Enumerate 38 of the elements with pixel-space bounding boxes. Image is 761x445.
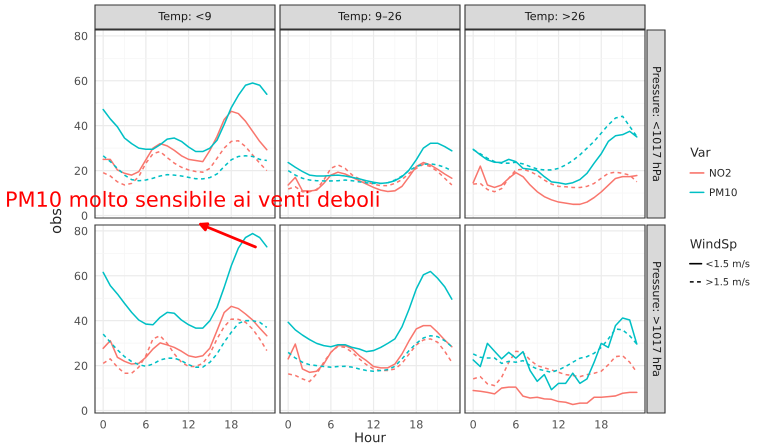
x-tick-label: 0	[470, 420, 476, 429]
legend-title: Var	[690, 148, 711, 157]
y-tick-label: 0	[82, 406, 88, 415]
x-tick-label: 12	[368, 420, 380, 428]
y-tick-label: 20	[74, 166, 88, 175]
text: WindSp	[690, 238, 736, 251]
line-series	[102, 232, 268, 329]
y-tick-label: 20	[74, 362, 88, 370]
y-tick-label: 40	[74, 122, 88, 130]
text: Pressure: >1017 hPa	[652, 262, 662, 376]
x-tick-label: 18	[595, 420, 608, 429]
y-tick-label: 40	[74, 316, 88, 326]
y-tick-label: 80	[74, 32, 88, 40]
x-tick-label: 12	[552, 420, 565, 428]
x-tick-label: 6	[143, 420, 149, 429]
text: >1.5 m/s	[706, 278, 750, 286]
x-tick-label: 6	[513, 420, 519, 429]
x-tick-label: 18	[410, 420, 423, 429]
y-tick-label: 0	[82, 212, 88, 220]
chart-title: Temp: >26	[524, 12, 584, 22]
line-series	[102, 82, 268, 152]
chart-title: Temp: <9	[158, 12, 211, 22]
line-series	[102, 155, 268, 182]
legend-label: PM10	[710, 188, 737, 196]
text: Pressure: <1017 hPa	[652, 67, 662, 181]
legend-label: NO2	[710, 168, 731, 177]
x-axis-title: Hour	[355, 432, 386, 442]
x-tick-label: 0	[100, 420, 106, 429]
y-tick-label: 80	[74, 226, 88, 236]
y-tick-label: 60	[74, 76, 88, 86]
x-tick-label: 6	[328, 420, 334, 429]
x-tick-label: 18	[225, 420, 238, 429]
x-tick-label: 12	[182, 420, 195, 428]
chart-title: Temp: 9–26	[338, 12, 402, 22]
y-axis-title: obs	[50, 208, 62, 234]
y-tick-label: 60	[74, 272, 88, 280]
text: <1.5 m/s	[706, 260, 750, 268]
x-tick-label: 0	[285, 420, 291, 429]
